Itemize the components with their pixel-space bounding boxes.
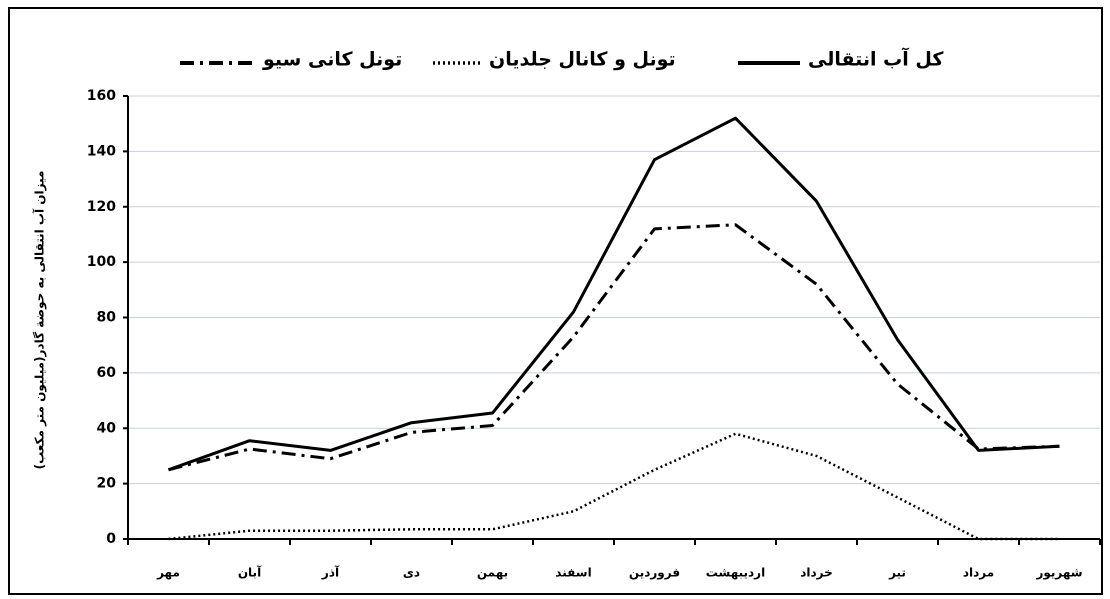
- legend-label: تونل کانی سیو: [262, 49, 402, 71]
- y-tick-label: 160: [87, 88, 116, 104]
- series-line: [167, 116, 1060, 472]
- y-tick-label: 80: [97, 310, 117, 326]
- x-tick-label: اردیبهشت: [706, 566, 765, 580]
- x-tick-label: مهر: [156, 566, 180, 580]
- frame: [8, 7, 1103, 595]
- x-tick-label: تیر: [888, 566, 906, 580]
- y-tick-label: 140: [87, 143, 116, 159]
- y-tick-label: 40: [97, 420, 117, 436]
- x-tick-label: آبان: [238, 565, 262, 580]
- x-tick-label: شهریور: [1035, 566, 1082, 581]
- x-tick-label: فروردین: [629, 566, 680, 581]
- y-axis-label: میزان آب انتقالی به حوضة گادر(میلیون متر…: [32, 171, 48, 470]
- x-tick-label: مرداد: [963, 566, 994, 580]
- x-tick-label: اسفند: [555, 566, 591, 580]
- x-tick-label: دی: [403, 566, 420, 580]
- x-tick-label: بهمن: [477, 566, 508, 580]
- series-line: [168, 432, 1060, 541]
- legend-label: تونل و کانال جلدیان: [489, 49, 676, 71]
- y-tick-label: 60: [97, 365, 117, 381]
- y-tick-label: 120: [87, 199, 116, 215]
- y-tick-label: 100: [87, 254, 116, 270]
- legend-label: کل آب انتقالی: [808, 47, 944, 71]
- y-tick-label: 20: [97, 476, 117, 492]
- x-tick-label: خرداد: [800, 566, 833, 580]
- y-tick-label: 0: [106, 531, 116, 547]
- x-tick-label: آذر: [321, 565, 340, 580]
- series-line: [168, 223, 1060, 472]
